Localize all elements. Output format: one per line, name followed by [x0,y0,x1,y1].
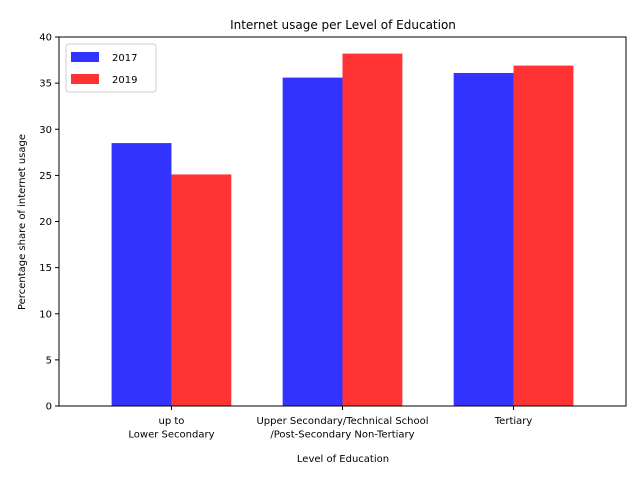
legend: 2017 2019 [65,43,157,93]
y-tick-label: 0 [46,402,52,413]
y-axis-label: Percentage share of internet usage [17,134,28,310]
x-tick-label: Tertiary [494,416,533,427]
y-tick-label: 20 [39,217,52,228]
chart-title: Internet usage per Level of Education [230,18,456,32]
y-tick-label: 40 [39,33,52,44]
bar-2019-1 [342,53,403,406]
x-axis: up to Lower Secondary Upper Secondary/Tech… [128,406,532,441]
bar-2017-1 [282,77,343,406]
legend-swatch-2019 [71,74,99,84]
y-tick-label: 35 [39,79,52,90]
y-tick-label: 15 [39,263,52,274]
legend-box [65,43,157,93]
legend-label-2017: 2017 [112,53,137,64]
x-tick-label: up to Lower Secondary [128,416,214,441]
legend-swatch-2017 [71,52,99,62]
plot-area [58,36,627,407]
y-tick-label: 30 [39,125,52,136]
y-axis: 0 5 10 15 20 25 30 35 40 [39,33,59,413]
y-tick-label: 25 [39,171,52,182]
bars-group [111,53,574,406]
bar-2017-0 [111,143,172,406]
bar-2017-2 [453,72,514,406]
y-tick-label: 10 [39,309,52,320]
legend-label-2019: 2019 [112,75,137,86]
y-tick-label: 5 [46,355,52,366]
bar-2019-2 [513,65,574,406]
x-axis-label: Level of Education [297,454,389,465]
bar-2019-0 [171,174,232,406]
x-tick-label: Upper Secondary/Technical School/Post-Se… [256,416,428,441]
